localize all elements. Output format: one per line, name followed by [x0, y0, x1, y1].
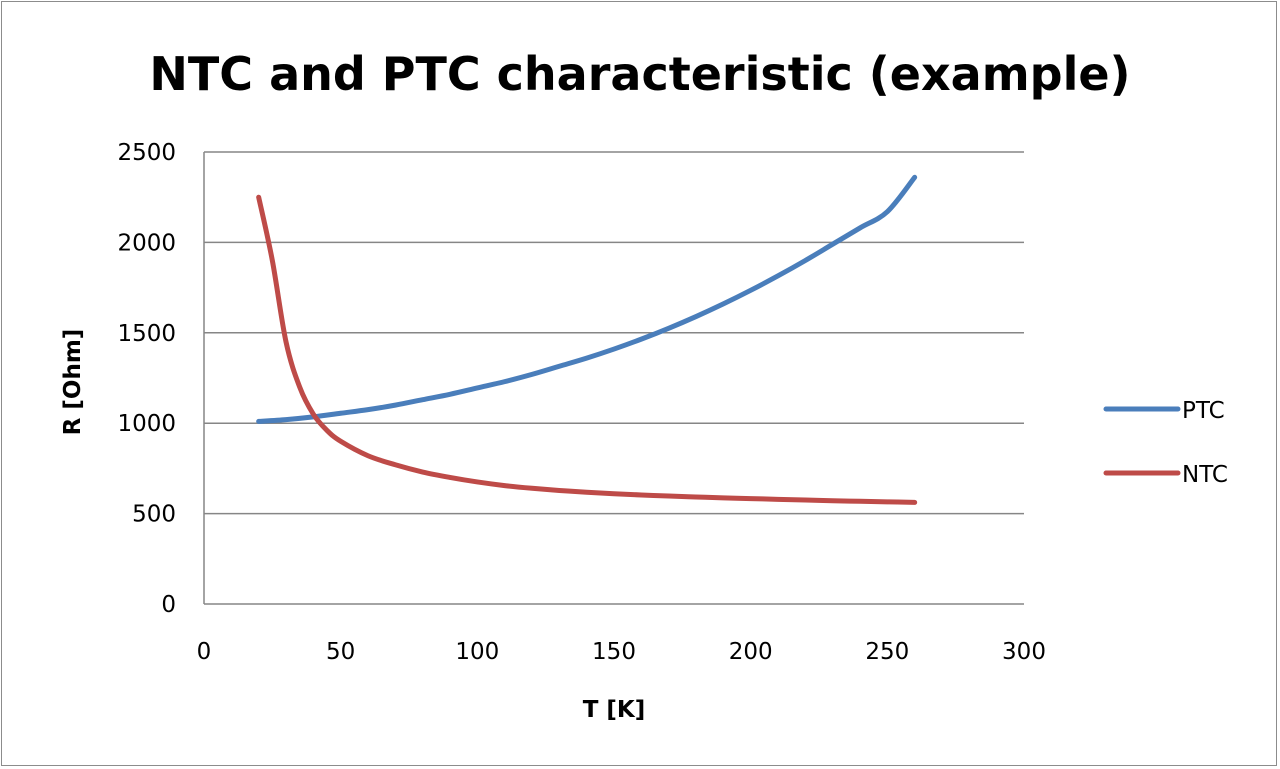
y-tick-label: 1500 — [117, 321, 176, 347]
y-axis-title: R [Ohm] — [60, 329, 86, 436]
legend-label-ptc: PTC — [1182, 398, 1225, 424]
legend-label-ntc: NTC — [1182, 462, 1228, 488]
axes: 0 500 1000 1500 2000 2500 0 50 100 150 200 250 300 — [117, 140, 1046, 665]
y-tick-label: 0 — [161, 592, 176, 618]
x-tick-label: 50 — [326, 639, 355, 665]
x-tick-label: 100 — [455, 639, 499, 665]
gridlines — [204, 151, 1024, 515]
legend: PTC NTC — [1103, 398, 1228, 488]
x-tick-label: 0 — [197, 639, 212, 665]
y-tick-label: 2500 — [117, 140, 176, 166]
x-tick-label: 300 — [1002, 639, 1046, 665]
x-tick-label: 200 — [729, 639, 773, 665]
series-line-ntc — [256, 194, 918, 505]
y-tick-label: 500 — [132, 502, 176, 528]
chart-title: NTC and PTC characteristic (example) — [149, 47, 1130, 101]
x-tick-label: 250 — [865, 639, 909, 665]
x-tick-label: 150 — [592, 639, 636, 665]
y-tick-label: 1000 — [117, 411, 176, 437]
series-line-ptc — [256, 174, 918, 424]
series-layer — [256, 174, 918, 505]
y-tick-label: 2000 — [117, 230, 176, 256]
x-axis-title: T [K] — [583, 697, 646, 723]
